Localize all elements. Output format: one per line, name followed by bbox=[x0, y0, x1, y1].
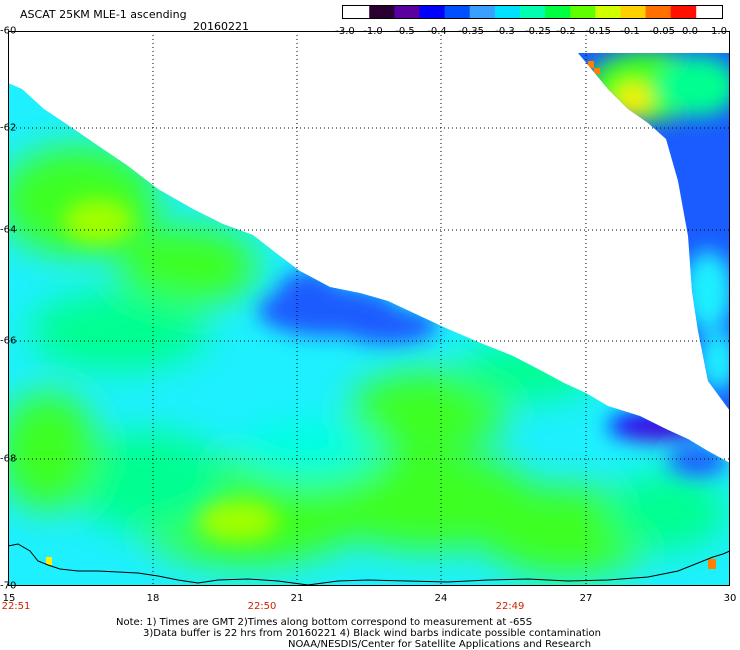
color-scale-segment bbox=[645, 6, 672, 18]
graticule bbox=[8, 31, 730, 586]
time-label: 22:51 bbox=[1, 601, 31, 612]
longitude-label: 27 bbox=[579, 593, 593, 604]
swath-main bbox=[8, 83, 730, 586]
coastline bbox=[8, 543, 730, 586]
color-scale-segment bbox=[444, 6, 471, 18]
time-label: 22:49 bbox=[495, 601, 525, 612]
color-scale-segment bbox=[369, 6, 395, 18]
latitude-label: -66 bbox=[0, 335, 17, 347]
color-scale-segment bbox=[494, 6, 521, 18]
latitude-label: -62 bbox=[0, 122, 17, 134]
latitude-label: -60 bbox=[0, 25, 17, 37]
product-title: ASCAT 25KM MLE-1 ascending bbox=[20, 8, 187, 21]
high-value-cell bbox=[588, 61, 594, 68]
color-scale-segment bbox=[419, 6, 446, 18]
color-scale-segment bbox=[620, 6, 646, 18]
color-scale-segment bbox=[519, 6, 546, 18]
swath-upper-right bbox=[578, 53, 730, 411]
color-scale-segment bbox=[570, 6, 596, 18]
high-value-cell bbox=[708, 559, 716, 569]
latitude-label: -68 bbox=[0, 453, 17, 465]
color-scale-segment bbox=[469, 6, 496, 18]
footer-note-line1: Note: 1) Times are GMT 2)Times along bot… bbox=[116, 617, 533, 628]
footer-credit: NOAA/NESDIS/Center for Satellite Applica… bbox=[288, 639, 592, 650]
color-scale-bar bbox=[342, 5, 723, 19]
longitude-label: 24 bbox=[434, 593, 448, 604]
longitude-label: 21 bbox=[290, 593, 304, 604]
color-scale-segment bbox=[670, 6, 697, 18]
plot-frame bbox=[8, 31, 730, 586]
satellite-data-map bbox=[8, 31, 730, 586]
high-value-cell bbox=[594, 68, 600, 74]
color-scale-segment bbox=[545, 6, 571, 18]
longitude-label: 30 bbox=[723, 593, 737, 604]
longitude-label: 18 bbox=[146, 593, 160, 604]
footer-note-line2: 3)Data buffer is 22 hrs from 20160221 4)… bbox=[143, 628, 601, 639]
product-date: 20160221 bbox=[193, 20, 249, 33]
color-scale-segment bbox=[595, 6, 621, 18]
latitude-label: -64 bbox=[0, 224, 17, 236]
color-scale-segment bbox=[394, 6, 420, 18]
high-value-cell bbox=[46, 557, 52, 565]
latitude-label: -70 bbox=[0, 580, 17, 592]
longitude-label: 15 bbox=[2, 593, 16, 604]
time-label: 22:50 bbox=[247, 601, 277, 612]
